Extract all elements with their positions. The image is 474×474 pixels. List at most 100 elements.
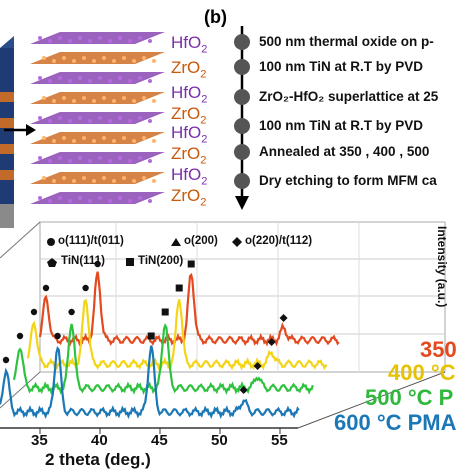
- process-step-dot: [234, 173, 250, 189]
- peak-marker: [42, 284, 50, 292]
- atom: [92, 139, 96, 143]
- atom: [92, 179, 96, 183]
- xrd-axes-box: [0, 221, 446, 434]
- atom: [82, 136, 86, 140]
- peak-marker: [94, 260, 101, 268]
- atom: [138, 116, 142, 120]
- zro2-layer: [30, 132, 165, 144]
- atom: [118, 156, 122, 160]
- xrd-traces: [0, 271, 340, 420]
- atom: [38, 36, 42, 40]
- atom: [62, 96, 66, 100]
- atom: [112, 179, 116, 183]
- atom: [58, 116, 62, 120]
- atom: [128, 199, 132, 203]
- atom: [88, 39, 92, 43]
- atom: [142, 56, 146, 60]
- legend-o111: o(111)/t(011): [58, 235, 124, 247]
- atom: [108, 159, 112, 163]
- peak-marker: [187, 260, 195, 268]
- atom: [38, 116, 42, 120]
- atom: [72, 179, 76, 183]
- atom: [88, 79, 92, 83]
- atom: [132, 179, 136, 183]
- atom: [62, 136, 66, 140]
- atom: [42, 56, 46, 60]
- atom: [68, 79, 72, 83]
- xrd-trace: [12, 323, 314, 396]
- layer-label-5: HfO2: [171, 123, 208, 146]
- layer-label-8: ZrO2: [171, 186, 207, 209]
- atom: [102, 96, 106, 100]
- atom: [62, 176, 66, 180]
- atom: [102, 56, 106, 60]
- atom: [58, 196, 62, 200]
- atom: [132, 59, 136, 63]
- layer-label-6: ZrO2: [171, 144, 207, 167]
- atom: [68, 39, 72, 43]
- atom: [92, 99, 96, 103]
- atom: [148, 159, 152, 163]
- process-step-5: Annealed at 350 , 400 , 500: [259, 144, 430, 159]
- atom: [68, 159, 72, 163]
- atom: [72, 99, 76, 103]
- series-label-500: 500 °C P: [365, 385, 454, 410]
- legend-diamond-icon: [232, 237, 242, 247]
- atom: [132, 139, 136, 143]
- atom: [62, 56, 66, 60]
- atom: [92, 59, 96, 63]
- atom: [152, 139, 156, 143]
- xrd-peak-markers: [2, 260, 288, 394]
- process-step-1: 500 nm thermal oxide on p-: [259, 34, 434, 49]
- atom: [42, 176, 46, 180]
- atom: [58, 156, 62, 160]
- atom: [152, 59, 156, 63]
- atom: [108, 119, 112, 123]
- atom: [78, 36, 82, 40]
- atom: [128, 159, 132, 163]
- panel-b-tag: (b): [204, 7, 227, 27]
- legend-pentagon-icon: [47, 258, 57, 267]
- xrd-trace: [26, 298, 328, 371]
- atom: [48, 119, 52, 123]
- atom: [112, 59, 116, 63]
- peak-marker: [175, 284, 183, 292]
- x-tick-label: 50: [211, 432, 228, 449]
- atom: [142, 96, 146, 100]
- peak-marker: [68, 308, 75, 316]
- atom: [48, 199, 52, 203]
- peak-marker: [279, 314, 288, 322]
- atom: [112, 99, 116, 103]
- atom: [152, 99, 156, 103]
- atom: [38, 76, 42, 80]
- atom: [68, 199, 72, 203]
- x-tick-label: 55: [271, 432, 288, 449]
- process-step-2: 100 nm TiN at R.T by PVD: [259, 59, 424, 74]
- atom: [112, 139, 116, 143]
- atom: [38, 196, 42, 200]
- atom: [48, 159, 52, 163]
- atom: [102, 136, 106, 140]
- layer-label-1: HfO2: [171, 33, 208, 56]
- atom: [68, 119, 72, 123]
- legend-tin111: TiN(111): [61, 255, 105, 267]
- zro2-layer: [30, 92, 165, 104]
- atom: [142, 136, 146, 140]
- atom: [78, 196, 82, 200]
- atom: [152, 179, 156, 183]
- process-step-dot: [234, 118, 250, 134]
- atom: [82, 96, 86, 100]
- atom: [118, 76, 122, 80]
- substrate-block: [0, 36, 14, 228]
- process-step-dot: [234, 144, 250, 160]
- atom: [108, 79, 112, 83]
- atom: [88, 159, 92, 163]
- atom: [52, 139, 56, 143]
- process-step-6: Dry etching to form MFM ca: [259, 173, 437, 188]
- atom: [128, 39, 132, 43]
- atom: [128, 119, 132, 123]
- process-step-3: ZrO₂-HfO₂ superlattice at 25: [259, 89, 439, 104]
- atom: [128, 79, 132, 83]
- process-flow: [234, 26, 250, 210]
- x-tick-label: 40: [91, 432, 108, 449]
